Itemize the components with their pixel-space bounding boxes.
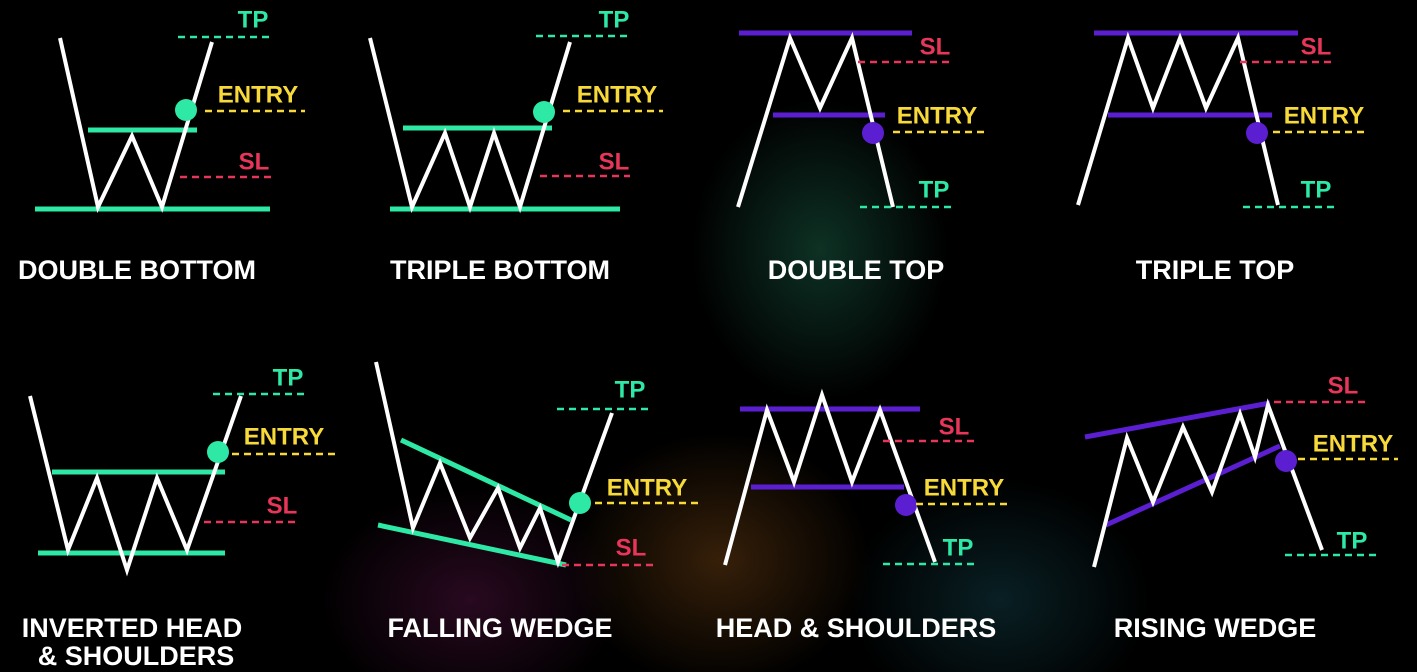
rising-wedge: SL ENTRY TP RISING WEDGE: [1084, 373, 1398, 643]
sl-label: SL: [1328, 373, 1359, 400]
price-path: [28, 395, 243, 577]
pattern-title: FALLING WEDGE: [388, 613, 613, 643]
upper-wedge-line: [1084, 400, 1271, 440]
double-bottom: TP ENTRY SL DOUBLE BOTTOM: [18, 7, 305, 285]
tp-label: TP: [599, 7, 630, 34]
falling-wedge: TP ENTRY SL FALLING WEDGE: [374, 361, 698, 643]
entry-dot: [175, 99, 197, 121]
entry-label: ENTRY: [1313, 431, 1393, 458]
pattern-title: & SHOULDERS: [38, 641, 235, 671]
tp-label: TP: [238, 7, 269, 34]
price-path: [374, 361, 614, 569]
sl-label: SL: [1301, 34, 1332, 61]
lower-wedge-line: [1104, 443, 1282, 528]
upper-wedge-line: [399, 437, 573, 523]
sl-label: SL: [267, 493, 298, 520]
inverted-head-shoulders: TP ENTRY SL INVERTED HEAD & SHOULDERS: [22, 365, 337, 671]
pattern-title: DOUBLE TOP: [768, 255, 945, 285]
sl-label: SL: [616, 535, 647, 562]
entry-label: ENTRY: [244, 424, 324, 451]
entry-label: ENTRY: [1284, 103, 1364, 130]
price-path: [736, 31, 895, 208]
head-shoulders: SL ENTRY TP HEAD & SHOULDERS: [716, 388, 1011, 643]
entry-label: ENTRY: [897, 103, 977, 130]
price-path: [58, 37, 214, 214]
sl-label: SL: [939, 414, 970, 441]
pattern-title: RISING WEDGE: [1114, 613, 1317, 643]
tp-label: TP: [1337, 528, 1368, 555]
entry-dot: [862, 122, 884, 144]
double-top: SL ENTRY TP DOUBLE TOP: [736, 30, 985, 285]
entry-dot: [895, 494, 917, 516]
pattern-title: HEAD & SHOULDERS: [716, 613, 997, 643]
tp-label: TP: [919, 177, 950, 204]
sl-label: SL: [239, 149, 270, 176]
triple-top: SL ENTRY TP TRIPLE TOP: [1076, 30, 1368, 285]
price-path: [368, 37, 572, 214]
tp-label: TP: [943, 535, 974, 562]
pattern-title: TRIPLE TOP: [1136, 255, 1295, 285]
entry-label: ENTRY: [218, 82, 298, 109]
price-path: [1076, 31, 1280, 206]
triple-bottom: TP ENTRY SL TRIPLE BOTTOM: [368, 7, 663, 285]
price-path: [1092, 398, 1324, 568]
pattern-title: INVERTED HEAD: [22, 613, 243, 643]
tp-label: TP: [273, 365, 304, 392]
entry-dot: [1275, 450, 1297, 472]
pattern-title: TRIPLE BOTTOM: [390, 255, 610, 285]
tp-label: TP: [1301, 177, 1332, 204]
lower-wedge-line: [377, 522, 567, 568]
sl-label: SL: [920, 34, 951, 61]
entry-label: ENTRY: [924, 475, 1004, 502]
entry-dot: [1246, 122, 1268, 144]
entry-dot: [207, 441, 229, 463]
entry-label: ENTRY: [577, 82, 657, 109]
pattern-title: DOUBLE BOTTOM: [18, 255, 256, 285]
sl-label: SL: [599, 149, 630, 176]
entry-dot: [533, 101, 555, 123]
tp-label: TP: [615, 377, 646, 404]
entry-dot: [569, 492, 591, 514]
price-path: [723, 388, 937, 566]
entry-label: ENTRY: [607, 475, 687, 502]
